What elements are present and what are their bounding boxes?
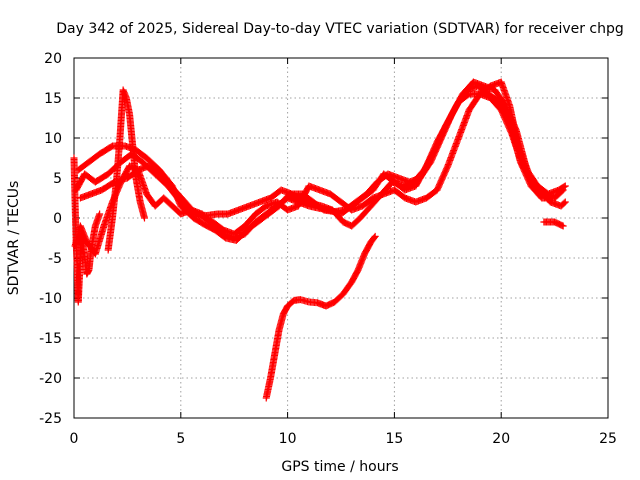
data-point: [370, 234, 378, 242]
series-tail: [540, 218, 567, 230]
data-point: [560, 183, 568, 191]
y-tick-label: 10: [44, 131, 62, 147]
y-tick-label: 5: [53, 171, 62, 187]
x-tick-label: 10: [279, 431, 297, 447]
series-start-drop: [70, 154, 104, 306]
series-spike: [104, 86, 148, 254]
y-axis-label: SDTVAR / TECUs: [6, 181, 22, 296]
y-tick-label: -25: [39, 411, 62, 427]
plot-frame: [73, 57, 609, 419]
chart-title: Day 342 of 2025, Sidereal Day-to-day VTE…: [56, 21, 624, 37]
data-point: [559, 222, 567, 230]
y-tick-label: -15: [39, 331, 62, 347]
x-tick-label: 20: [492, 431, 510, 447]
y-tick-label: -20: [39, 371, 62, 387]
y-axis-ticks: -25 -20 -15 -10 -5 0 5 10 15 20: [39, 51, 608, 427]
data-point: [371, 232, 379, 240]
x-tick-label: 0: [70, 431, 79, 447]
grid-lines: [74, 58, 608, 418]
data-point: [140, 214, 148, 222]
x-tick-label: 15: [385, 431, 403, 447]
data-point: [96, 210, 104, 218]
y-tick-label: -10: [39, 291, 62, 307]
data-marks: [70, 78, 569, 402]
data-point: [560, 199, 568, 207]
y-tick-label: 15: [44, 91, 62, 107]
x-axis-label: GPS time / hours: [281, 459, 398, 475]
data-point: [561, 182, 569, 190]
series-track-3: [76, 78, 569, 220]
data-point: [561, 198, 569, 206]
x-axis-ticks: 0 5 10 15 20 25: [70, 58, 617, 447]
y-tick-label: 0: [53, 211, 62, 227]
x-tick-label: 5: [176, 431, 185, 447]
y-tick-label: -5: [48, 251, 62, 267]
x-tick-label: 25: [599, 431, 617, 447]
series-dip-track: [262, 232, 379, 402]
y-tick-label: 20: [44, 51, 62, 67]
